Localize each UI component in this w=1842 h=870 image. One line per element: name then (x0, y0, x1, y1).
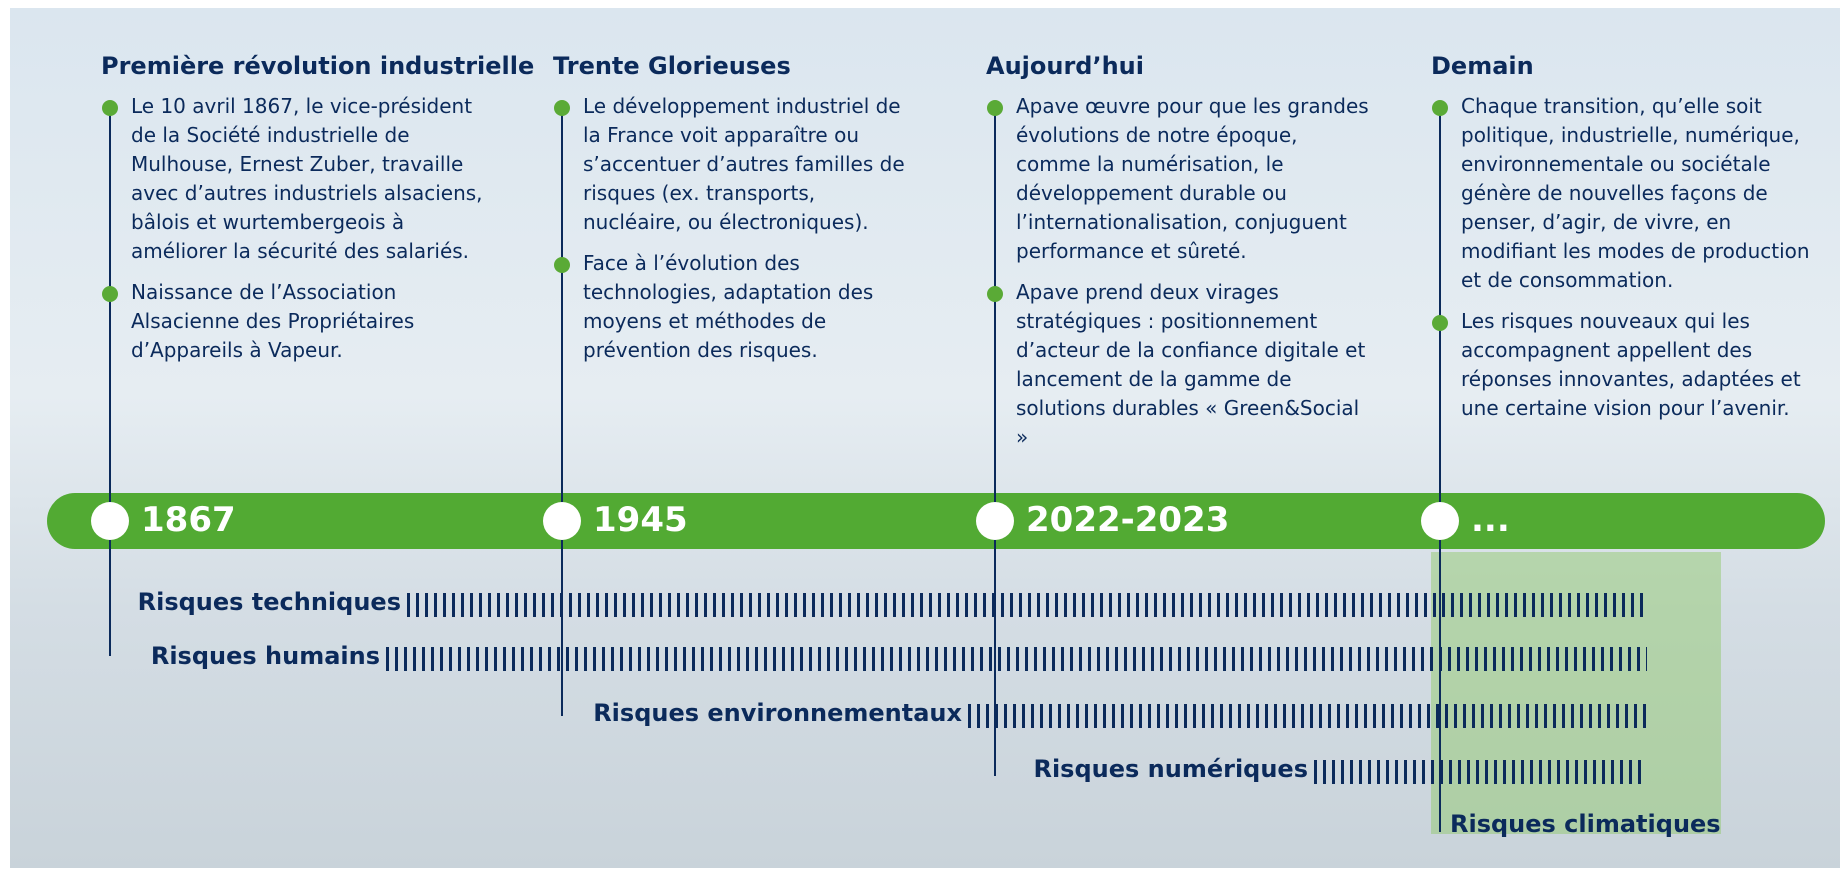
bullet-dot (102, 286, 118, 302)
period-title: Première révolution industrielle (101, 52, 534, 80)
year-marker (1421, 502, 1459, 540)
bullet-dot (554, 257, 570, 273)
year-marker (91, 502, 129, 540)
bullet-text: Le développement industriel de la France… (583, 92, 918, 237)
bullet-dot (1432, 100, 1448, 116)
timeline: Première révolution industrielle Le 10 av… (10, 8, 1840, 868)
year-label: ... (1471, 500, 1510, 540)
timeline-line (994, 104, 996, 776)
bullet-dot (987, 286, 1003, 302)
risk-label: Risques humains (151, 642, 380, 670)
bullet-text: Apave œuvre pour que les grandes évoluti… (1016, 92, 1371, 266)
period-title: Trente Glorieuses (553, 52, 791, 80)
risk-label: Risques numériques (1033, 755, 1308, 783)
bullet-dot (102, 100, 118, 116)
period-title: Aujourd’hui (986, 52, 1144, 80)
bullet-dot (1432, 315, 1448, 331)
year-label: 2022-2023 (1026, 500, 1229, 540)
bullet-text: Chaque transition, qu’elle soit politiqu… (1461, 92, 1831, 295)
bullet-dot (554, 100, 570, 116)
bullet-text: Face à l’évolution des technologies, ada… (583, 249, 918, 365)
year-marker (543, 502, 581, 540)
bullet-text: Les risques nouveaux qui les accompagnen… (1461, 307, 1831, 423)
timeline-bar (47, 493, 1825, 549)
bullet-text: Apave prend deux virages stratégiques : … (1016, 278, 1371, 452)
bullet-text: Le 10 avril 1867, le vice-président de l… (131, 92, 483, 266)
period-title: Demain (1431, 52, 1534, 80)
timeline-line (561, 104, 563, 716)
year-marker (976, 502, 1014, 540)
year-label: 1867 (141, 500, 236, 540)
risk-ticks (407, 593, 1647, 617)
timeline-line (109, 104, 111, 656)
risk-ticks (1314, 760, 1647, 784)
risk-label: Risques climatiques (1450, 810, 1721, 838)
bullet-text: Naissance de l’Association Alsacienne de… (131, 278, 483, 365)
year-label: 1945 (593, 500, 688, 540)
risk-ticks (386, 647, 1647, 671)
risk-label: Risques environnementaux (593, 699, 962, 727)
risk-ticks (968, 704, 1647, 728)
bullet-dot (987, 100, 1003, 116)
risk-label: Risques techniques (138, 588, 401, 616)
